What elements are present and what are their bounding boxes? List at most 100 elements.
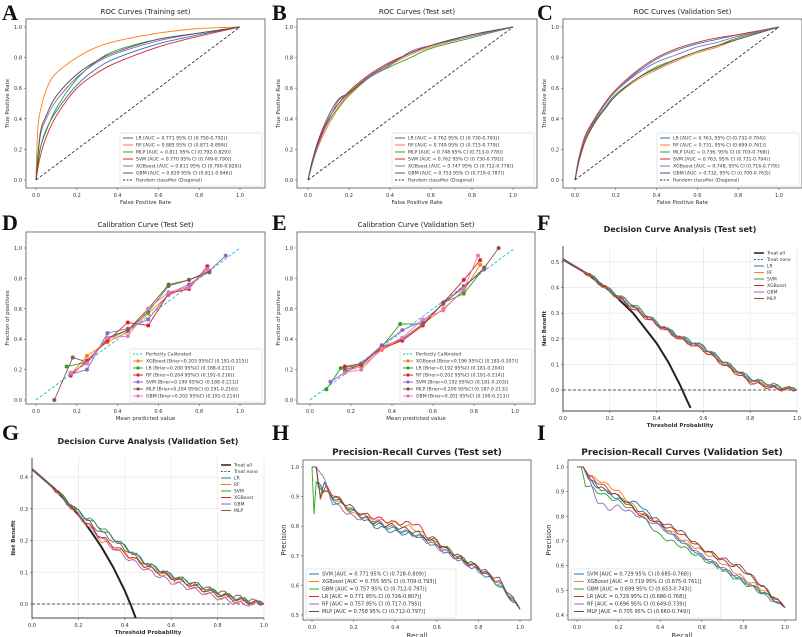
x-tick-label: 0.8: [474, 625, 482, 631]
y-tick-label: 0.4: [285, 337, 293, 343]
data-point: [64, 364, 69, 369]
legend-item: LR [AUC = 0.763, 95% CI (0.732-0.794)]: [673, 136, 766, 142]
legend-item: RF [AUC = 0.749 95% CI (0.715-0.779)]: [408, 143, 499, 149]
legend-item: MLP [AUC = 0.748 95% CI (0.713-0.778)]: [408, 150, 503, 156]
y-axis-label: True Positive Rate: [542, 78, 548, 129]
legend-box: [570, 568, 722, 619]
x-axis-label: Threshold Probability: [115, 630, 182, 636]
y-tick-label: 0.6: [285, 307, 293, 313]
panel-h: H Precision-Recall Curves (Test set) 0.0 0.…: [270, 420, 537, 637]
y-tick-label: 0.4: [551, 117, 559, 123]
legend-item: Treat all: [233, 463, 252, 469]
legend-item: SVM: [234, 489, 244, 495]
series-group: [307, 26, 514, 181]
y-tick-label: 0.5: [556, 588, 564, 594]
legend-item: LR [Brier=0.200 95%CI (0.188-0.211)]: [146, 366, 234, 372]
data-point: [166, 282, 171, 287]
chart-title: ROC Curves (Training set): [100, 8, 190, 16]
chart-title: Precision-Recall Curves (Validation Set): [581, 448, 782, 458]
data-point: [187, 277, 191, 282]
y-tick-label: 0.2: [14, 368, 22, 374]
legend-box: [399, 348, 533, 403]
legend-item: RF [Brier=0.204 95%CI (0.192-0.216)]: [146, 373, 234, 379]
y-tick-label: 0.2: [20, 539, 28, 545]
y-tick-label: 0.6: [285, 86, 293, 92]
x-tick-label: 0.8: [195, 409, 203, 415]
legend-item: XGBoost [AUC = 0.748, 95% CI (0.716-0.77…: [673, 164, 780, 170]
y-tick-label: 0.4: [20, 475, 28, 481]
x-tick-label: 1.0: [511, 409, 519, 415]
data-point: [146, 317, 151, 322]
legend-item: XGBoost [AUC = 0.747 95% CI (0.712-0.778…: [408, 164, 513, 170]
series-group: [35, 26, 241, 181]
legend-item: RF [AUC = 0.696 95% CI (0.649-0.739)]: [587, 602, 686, 608]
x-tick-label: 1.0: [260, 623, 268, 629]
x-tick-label: 0.8: [739, 625, 747, 631]
legend-item: XGBoost [Brier=0.203 95%CI (0.191-0.215)…: [146, 359, 248, 365]
legend: SVM [AUC = 0.771 95% CI (0.728-0.809)]XG…: [305, 568, 457, 619]
chart-title: Calibration Curve (Test Set): [97, 221, 193, 229]
x-tick-label: 0.2: [74, 623, 82, 629]
legend-box: [305, 568, 457, 619]
data-point: [400, 335, 405, 340]
legend-item: RF [AUC = 0.757 95% CI (0.717-0.795)]: [322, 602, 421, 608]
legend-item: XGBoost [AUC = 0.811 95% CI (0.790-0.829…: [136, 164, 241, 170]
x-tick-label: 0.6: [154, 409, 162, 415]
legend-item: Perfectly Calibrated: [416, 352, 461, 358]
legend-item: MLP [AUC = 0.758 95% CI (0.712-0.797)]: [322, 609, 425, 615]
data-point: [52, 398, 57, 402]
chart-title: ROC Curves (Test set): [379, 8, 455, 16]
chart-svg: Decision Curve Analysis (Test set) 0.0 0.2…: [542, 225, 801, 429]
legend-item: RF [AUC = 0.885 95% CI (0.871-0.899)]: [136, 143, 227, 149]
x-tick-label: 1.0: [781, 625, 789, 631]
y-tick-label: 0.8: [556, 514, 564, 520]
plot-frame: [567, 459, 797, 621]
data-point: [482, 265, 487, 270]
legend-item: MLP: [767, 296, 776, 302]
y-tick-label: 0.5: [291, 613, 299, 619]
y-tick-label: 0.4: [285, 117, 293, 123]
series-group: [309, 246, 516, 401]
plot-frame: [562, 18, 802, 189]
panel-c: C ROC Curves (Validation Set) 0.0 0.2 0.4 0.6…: [535, 0, 802, 212]
panel-d: D Calibration Curve (Test Set) 0.0 0.2 0.4 0.…: [0, 210, 267, 422]
x-axis-label: False Positive Rate: [657, 200, 709, 206]
x-tick-label: 0.0: [573, 625, 581, 631]
x-tick-label: 0.0: [28, 623, 36, 629]
data-point: [478, 262, 483, 267]
chart-svg: ROC Curves (Training set) 0.0 0.2 0.4 0.6 0.8…: [5, 8, 266, 206]
legend-box: [751, 248, 795, 304]
data-point: [342, 364, 347, 369]
legend-item: GBM [AUC = 0.732, 95% CI (0.700-0.763)]: [673, 171, 771, 177]
data-point: [461, 287, 466, 292]
y-tick-label: 0.7: [556, 539, 564, 545]
legend-marker: [406, 380, 410, 384]
data-point: [461, 277, 466, 282]
series-group: [311, 466, 521, 610]
y-tick-label: 0.2: [551, 147, 559, 153]
legend-box: [119, 132, 263, 187]
chart-svg: Decision Curve Analysis (Validation Set)…: [11, 437, 268, 636]
x-tick-label: 0.2: [612, 193, 620, 199]
y-tick-label: 0.4: [551, 286, 559, 292]
x-tick-label: 0.2: [73, 409, 81, 415]
y-tick-label: 0.0: [285, 178, 293, 184]
legend-item: SVM: [767, 277, 777, 283]
legend-item: LR [AUC = 0.771 95% CI (0.726-0.807)]: [322, 594, 421, 600]
legend-item: LR [Brier=0.192 95%CI (0.181-0.204)]: [416, 366, 504, 372]
y-tick-label: 0.3: [551, 311, 559, 317]
series-line-svm: [574, 26, 780, 181]
plot-frame: [296, 18, 538, 189]
y-tick-label: 0.1: [551, 362, 559, 368]
y-tick-label: 0.9: [556, 490, 564, 496]
x-tick-label: 0.6: [427, 193, 435, 199]
legend-item: SVM [AUC = 0.762 95% CI (0.730-0.792)]: [408, 157, 504, 163]
data-point: [207, 270, 212, 275]
series-line-rf: [574, 26, 780, 181]
data-point: [105, 338, 110, 343]
legend-item: MLP [AUC = 0.811 95% CI (0.792-0.829)]: [136, 150, 231, 156]
series-line-mlp: [563, 259, 797, 392]
x-tick-label: 1.0: [236, 409, 244, 415]
legend-item: MLP [Brier=0.200 95%CI (0.187-0.213)]: [416, 387, 508, 393]
